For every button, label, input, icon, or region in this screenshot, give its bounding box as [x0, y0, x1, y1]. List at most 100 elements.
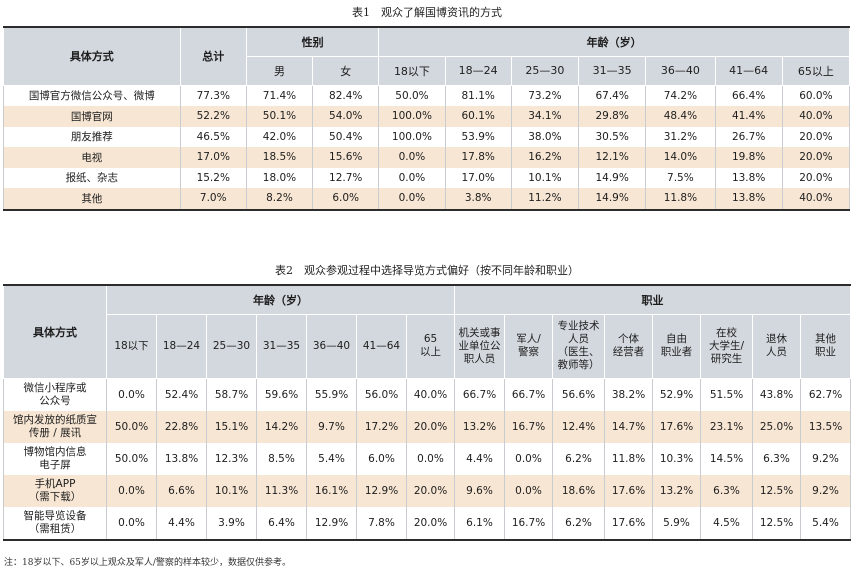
- row-label: 手机APP （需下载）: [3, 474, 107, 507]
- table1-age-col-header: 25—30: [510, 55, 580, 86]
- table1-age-col-header: 41—64: [714, 55, 783, 86]
- table-cell: 11.8%: [604, 442, 653, 475]
- table-cell: 16.2%: [510, 147, 580, 168]
- table-row: 电视 17.0% 18.5% 15.6% 0.0% 17.8% 16.2% 12.1% 14.0…: [3, 147, 851, 168]
- table-row: 博物馆内信息 电子屏 50.0% 13.8% 12.3% 8.5% 5.4% 6.0% 0.0%…: [3, 442, 851, 475]
- table1-caption: 表1 观众了解国博资讯的方式: [352, 6, 502, 19]
- table-cell: 6.0%: [312, 188, 380, 210]
- table-cell: 16.7%: [504, 506, 553, 540]
- table2-age-col-header: 36—40: [306, 313, 357, 379]
- table-cell: 5.4%: [306, 442, 357, 475]
- table-row: 微信小程序或 公众号 0.0% 52.4% 58.7% 59.6% 55.9% 56.0% 40…: [3, 378, 851, 411]
- table1-awareness-channels: 具体方式 总计 性别 年龄（岁） 男女 18以下 18—24 25—30 31—35 36…: [3, 26, 851, 211]
- table2-age-col-header: 25—30: [206, 313, 257, 379]
- table-cell: 17.0%: [444, 167, 512, 188]
- table-cell: 74.2%: [645, 85, 716, 106]
- table-cell: 9.2%: [800, 442, 851, 475]
- table-cell: 18.5%: [245, 147, 314, 168]
- table-cell: 0.0%: [504, 442, 553, 475]
- table-cell: 12.1%: [578, 147, 647, 168]
- row-label: 国博官网: [3, 106, 181, 127]
- table-row: 手机APP （需下载） 0.0% 6.6% 10.1% 11.3% 16.1% 12.9% 20…: [3, 474, 851, 507]
- table-cell: 12.9%: [306, 506, 357, 540]
- table2-age-col-header: 18—24: [156, 313, 207, 379]
- table2-age-col-header: 65 以上: [406, 313, 455, 379]
- table-row: 朋友推荐 46.5% 42.0% 50.4% 100.0% 53.9% 38.0% 30.5%…: [3, 126, 851, 147]
- table-cell: 9.7%: [306, 410, 357, 443]
- table-cell: 6.6%: [156, 474, 207, 507]
- table-cell: 18.6%: [552, 474, 605, 507]
- table-cell: 10.1%: [510, 167, 580, 188]
- table1-header-total: 总计: [179, 26, 247, 86]
- table-cell: 9.6%: [454, 474, 505, 507]
- table-cell: 67.4%: [578, 85, 647, 106]
- table-cell: 0.0%: [106, 474, 157, 507]
- table-cell: 13.2%: [652, 474, 701, 507]
- table-cell: 7.0%: [179, 188, 247, 210]
- table-cell: 17.6%: [604, 506, 653, 540]
- table-cell: 40.0%: [406, 378, 455, 411]
- table-cell: 58.7%: [206, 378, 257, 411]
- table2-header-age: 年龄（岁）: [106, 284, 455, 315]
- table-cell: 53.9%: [444, 126, 512, 147]
- table-cell: 4.5%: [700, 506, 753, 540]
- table-cell: 12.4%: [552, 410, 605, 443]
- table1-header-method: 具体方式: [3, 26, 181, 86]
- row-label: 智能导览设备 （需租赁）: [3, 506, 107, 540]
- table-cell: 13.5%: [800, 410, 851, 443]
- table-cell: 66.7%: [454, 378, 505, 411]
- table-cell: 29.8%: [578, 106, 647, 127]
- table-row: 国博官网 52.2% 50.1% 54.0% 100.0% 60.1% 34.1% 29.8%…: [3, 106, 851, 127]
- table-cell: 14.0%: [645, 147, 716, 168]
- table-cell: 7.8%: [356, 506, 407, 540]
- table-cell: 14.9%: [578, 167, 647, 188]
- footnote: 注：18岁以下、65岁以上观众及军人/警察的样本较少，数据仅供参考。: [4, 558, 291, 568]
- table-cell: 18.0%: [245, 167, 314, 188]
- table1-age-col-header: 31—35: [578, 55, 647, 86]
- table-cell: 14.9%: [578, 188, 647, 210]
- table-cell: 26.7%: [714, 126, 783, 147]
- table2-occupation-col-header: 军人/警察: [504, 313, 553, 379]
- table-cell: 8.5%: [256, 442, 307, 475]
- table-cell: 40.0%: [781, 106, 851, 127]
- table-cell: 6.3%: [700, 474, 753, 507]
- table-cell: 0.0%: [106, 378, 157, 411]
- table-cell: 6.2%: [552, 506, 605, 540]
- row-label: 博物馆内信息 电子屏: [3, 442, 107, 475]
- table-cell: 17.8%: [444, 147, 512, 168]
- table-cell: 17.6%: [604, 474, 653, 507]
- table-cell: 6.0%: [356, 442, 407, 475]
- table-cell: 71.4%: [245, 85, 314, 106]
- table-cell: 54.0%: [312, 106, 380, 127]
- table-cell: 12.3%: [206, 442, 257, 475]
- table-row: 国博官方微信公众号、微博 77.3% 71.4% 82.4% 50.0% 81.1% 73.…: [3, 85, 851, 106]
- table-cell: 66.4%: [714, 85, 783, 106]
- table-cell: 9.2%: [800, 474, 851, 507]
- table-cell: 81.1%: [444, 85, 512, 106]
- table1-age-col-header: 36—40: [645, 55, 716, 86]
- table-cell: 11.3%: [256, 474, 307, 507]
- table-cell: 20.0%: [781, 167, 851, 188]
- table-cell: 77.3%: [179, 85, 247, 106]
- table1-gender-col-header: 女: [312, 55, 380, 86]
- table-row: 馆内发放的纸质宣 传册 / 展讯 50.0% 22.8% 15.1% 14.2% 9.7% 1…: [3, 410, 851, 443]
- table-cell: 40.0%: [781, 188, 851, 210]
- table-cell: 0.0%: [378, 188, 446, 210]
- table-cell: 14.2%: [256, 410, 307, 443]
- table-cell: 17.0%: [179, 147, 247, 168]
- table1-gender-col-header: 男: [245, 55, 314, 86]
- table-cell: 60.1%: [444, 106, 512, 127]
- table-cell: 6.2%: [552, 442, 605, 475]
- table-cell: 100.0%: [378, 126, 446, 147]
- table-cell: 50.1%: [245, 106, 314, 127]
- table-cell: 25.0%: [752, 410, 801, 443]
- table-cell: 56.0%: [356, 378, 407, 411]
- table2-header-occupation: 职业: [454, 284, 851, 315]
- table-row: 其他 7.0% 8.2% 6.0% 0.0% 3.8% 11.2% 14.9% 11.8% 13.…: [3, 188, 851, 210]
- table-cell: 48.4%: [645, 106, 716, 127]
- table-cell: 0.0%: [106, 506, 157, 540]
- table-row: 报纸、杂志 15.2% 18.0% 12.7% 0.0% 17.0% 10.1% 14.9% 7…: [3, 167, 851, 188]
- table-cell: 0.0%: [378, 147, 446, 168]
- table-cell: 20.0%: [781, 147, 851, 168]
- table-cell: 50.4%: [312, 126, 380, 147]
